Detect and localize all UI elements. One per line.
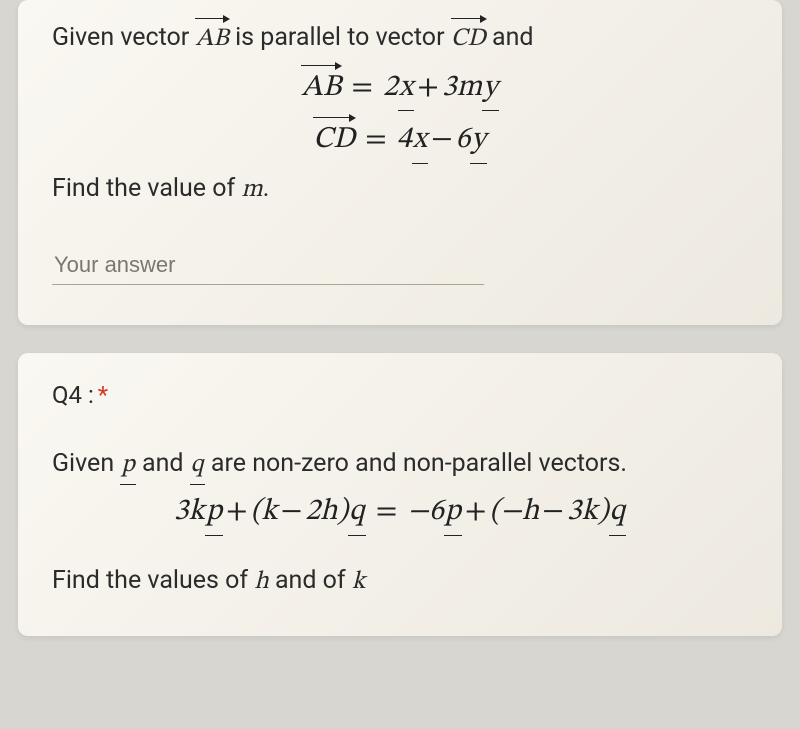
term: 3k <box>174 497 205 527</box>
vector-y: y <box>482 67 499 112</box>
q4-find: Find the values of h and of k <box>52 562 748 602</box>
text: and <box>136 449 190 478</box>
required-asterisk: * <box>98 381 108 409</box>
text: and of <box>269 566 352 595</box>
vector-y: y <box>470 119 487 164</box>
vector-ab: AB <box>301 65 341 111</box>
q4-header: Q4 :* <box>52 381 748 409</box>
text: are non-zero and non-parallel vectors. <box>205 449 627 478</box>
op-minus: − <box>278 497 306 527</box>
term: (−h <box>490 497 540 527</box>
var-m: m <box>241 177 262 202</box>
vector-p: p <box>120 446 135 486</box>
term: 3k) <box>567 497 609 527</box>
op-plus: + <box>414 73 442 103</box>
text: and <box>486 23 534 52</box>
answer-row <box>52 246 484 291</box>
op-minus: − <box>428 125 456 155</box>
op-plus: + <box>223 497 251 527</box>
op-equals: = <box>366 497 408 527</box>
question-card-q4: Q4 :* Given p and q are non-zero and non… <box>18 353 782 636</box>
term: (k <box>251 497 278 527</box>
question-card-q3: Given vector AB is parallel to vector CD… <box>18 0 782 325</box>
answer-input[interactable] <box>52 246 484 285</box>
text: Given vector <box>52 23 195 52</box>
vector-q: q <box>190 446 205 486</box>
vector-ab: AB <box>195 18 228 59</box>
q3-equation-1: AB=2x+3my <box>52 65 748 112</box>
text: Given <box>52 449 120 478</box>
term: −6 <box>407 497 443 527</box>
var-k: k <box>352 569 366 594</box>
coef: 2 <box>383 73 398 103</box>
text: Find the value of <box>52 174 241 203</box>
q3-prompt: Given vector AB is parallel to vector CD… <box>52 18 748 59</box>
coef: 4 <box>397 125 412 155</box>
coef: 6 <box>456 125 471 155</box>
text: . <box>263 174 270 203</box>
q4-given: Given p and q are non-zero and non-paral… <box>52 445 748 486</box>
q3-equation-2: CD=4x−6y <box>52 117 748 164</box>
coef: 3m <box>442 73 482 103</box>
question-number: Q4 : <box>52 381 94 409</box>
q4-equation: 3kp+(k−2h)q=−6p+(−h−3k)q <box>52 491 748 536</box>
text: Find the values of <box>52 566 254 595</box>
vector-cd: CD <box>451 18 486 59</box>
op-minus: − <box>539 497 567 527</box>
text: is parallel to vector <box>229 23 451 52</box>
term: 2h) <box>305 497 348 527</box>
vector-x: x <box>412 119 428 164</box>
vector-cd: CD <box>313 117 355 163</box>
vector-q: q <box>609 491 627 536</box>
q3-find: Find the value of m. <box>52 170 748 210</box>
vector-p: p <box>205 491 223 536</box>
op-plus: + <box>462 497 490 527</box>
vector-x: x <box>398 67 414 112</box>
var-h: h <box>254 569 268 594</box>
vector-p: p <box>444 491 462 536</box>
vector-q: q <box>348 491 366 536</box>
